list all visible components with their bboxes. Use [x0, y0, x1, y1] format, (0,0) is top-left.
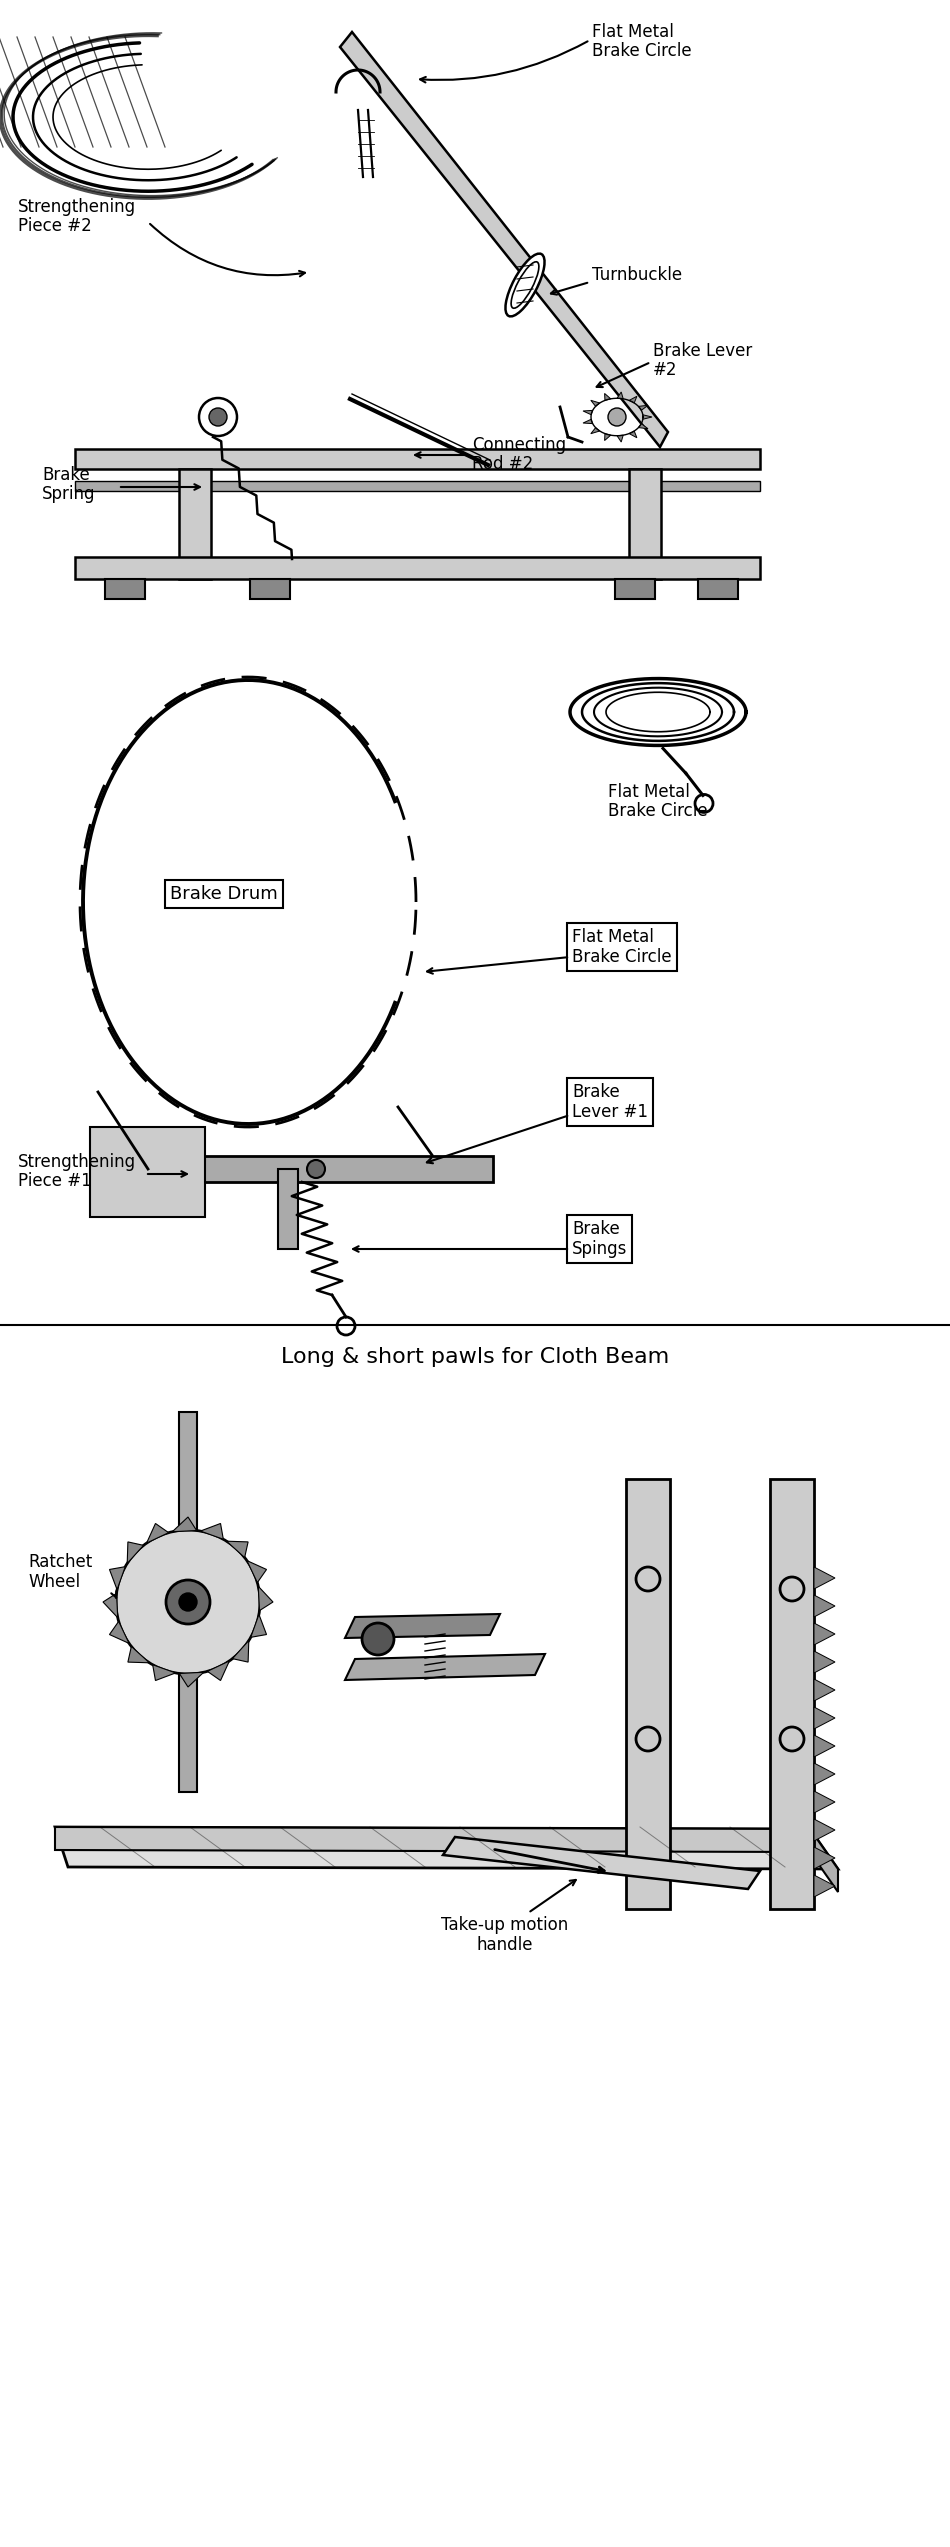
Polygon shape [345, 1615, 500, 1638]
Polygon shape [109, 1566, 125, 1589]
Bar [250, 578, 290, 599]
Ellipse shape [505, 255, 544, 316]
Polygon shape [251, 1615, 267, 1638]
Polygon shape [814, 1706, 835, 1729]
Polygon shape [153, 1666, 176, 1681]
Polygon shape [258, 1587, 273, 1610]
Text: Flat Metal: Flat Metal [608, 782, 690, 800]
Polygon shape [814, 1819, 835, 1841]
Circle shape [608, 408, 626, 425]
Bar [93, 1156, 493, 1182]
Polygon shape [814, 1594, 835, 1617]
Bar [105, 578, 145, 599]
Polygon shape [340, 33, 668, 448]
Circle shape [179, 1592, 197, 1612]
Polygon shape [146, 1523, 168, 1543]
Text: Brake Circle: Brake Circle [608, 802, 708, 820]
Polygon shape [207, 1661, 229, 1681]
Polygon shape [128, 1645, 149, 1663]
Bar [75, 481, 760, 492]
Text: Spring: Spring [42, 484, 96, 502]
Text: Brake Lever: Brake Lever [653, 341, 752, 359]
Polygon shape [814, 1678, 835, 1701]
Polygon shape [629, 430, 636, 438]
Polygon shape [247, 1561, 267, 1582]
Text: Piece #2: Piece #2 [18, 216, 92, 234]
Text: #2: #2 [653, 362, 677, 380]
Polygon shape [604, 433, 611, 441]
Text: Strengthening: Strengthening [18, 199, 136, 216]
Polygon shape [200, 1523, 223, 1538]
Bar [278, 1169, 298, 1248]
Text: Piece #1: Piece #1 [18, 1172, 92, 1189]
Circle shape [166, 1579, 210, 1625]
Text: Strengthening: Strengthening [18, 1154, 136, 1172]
Text: Brake: Brake [42, 466, 89, 484]
Text: Brake
Spings: Brake Spings [572, 1220, 627, 1258]
Bar [626, 1480, 670, 1910]
Polygon shape [103, 1594, 118, 1617]
Polygon shape [172, 1518, 197, 1531]
Circle shape [116, 1531, 260, 1673]
Polygon shape [814, 1847, 835, 1869]
Polygon shape [583, 420, 593, 423]
Polygon shape [591, 400, 599, 408]
Polygon shape [617, 436, 623, 443]
Text: Long & short pawls for Cloth Beam: Long & short pawls for Cloth Beam [281, 1347, 669, 1368]
Text: Take-up motion
handle: Take-up motion handle [442, 1915, 569, 1954]
Text: Flat Metal
Brake Circle: Flat Metal Brake Circle [572, 927, 672, 965]
Polygon shape [233, 1640, 249, 1663]
Polygon shape [583, 410, 593, 415]
Polygon shape [810, 1829, 838, 1892]
Text: Flat Metal: Flat Metal [592, 23, 674, 41]
Polygon shape [180, 1673, 203, 1686]
Text: Brake Circle: Brake Circle [592, 41, 692, 61]
Circle shape [209, 408, 227, 425]
Text: Turnbuckle: Turnbuckle [592, 265, 682, 285]
Text: Brake Drum: Brake Drum [170, 884, 277, 904]
Polygon shape [55, 1826, 838, 1869]
Bar [179, 469, 211, 578]
Bar [770, 1480, 814, 1910]
Bar [698, 578, 738, 599]
Bar [75, 448, 760, 469]
Bar [90, 1126, 205, 1217]
Polygon shape [814, 1875, 835, 1898]
Polygon shape [604, 392, 611, 400]
Polygon shape [226, 1541, 248, 1559]
Polygon shape [814, 1622, 835, 1645]
Circle shape [362, 1622, 394, 1656]
Polygon shape [814, 1791, 835, 1813]
Polygon shape [109, 1622, 129, 1643]
Polygon shape [814, 1566, 835, 1589]
Polygon shape [55, 1826, 810, 1852]
Polygon shape [814, 1650, 835, 1673]
Bar [75, 558, 760, 578]
Polygon shape [591, 428, 599, 433]
Circle shape [184, 1159, 202, 1179]
Polygon shape [814, 1763, 835, 1785]
Polygon shape [638, 405, 648, 410]
Polygon shape [643, 415, 652, 420]
Text: Brake
Lever #1: Brake Lever #1 [572, 1082, 648, 1121]
Bar [179, 1411, 197, 1793]
Text: Ratchet
Wheel: Ratchet Wheel [28, 1554, 92, 1592]
Bar [629, 469, 661, 578]
Polygon shape [629, 397, 636, 402]
Text: Rod #2: Rod #2 [472, 456, 533, 474]
Bar [615, 578, 655, 599]
Text: Connecting: Connecting [472, 436, 566, 453]
Polygon shape [638, 423, 648, 428]
Circle shape [307, 1159, 325, 1179]
Polygon shape [443, 1836, 760, 1890]
Polygon shape [617, 392, 623, 400]
Polygon shape [814, 1735, 835, 1757]
Polygon shape [345, 1653, 545, 1681]
Polygon shape [127, 1541, 143, 1564]
